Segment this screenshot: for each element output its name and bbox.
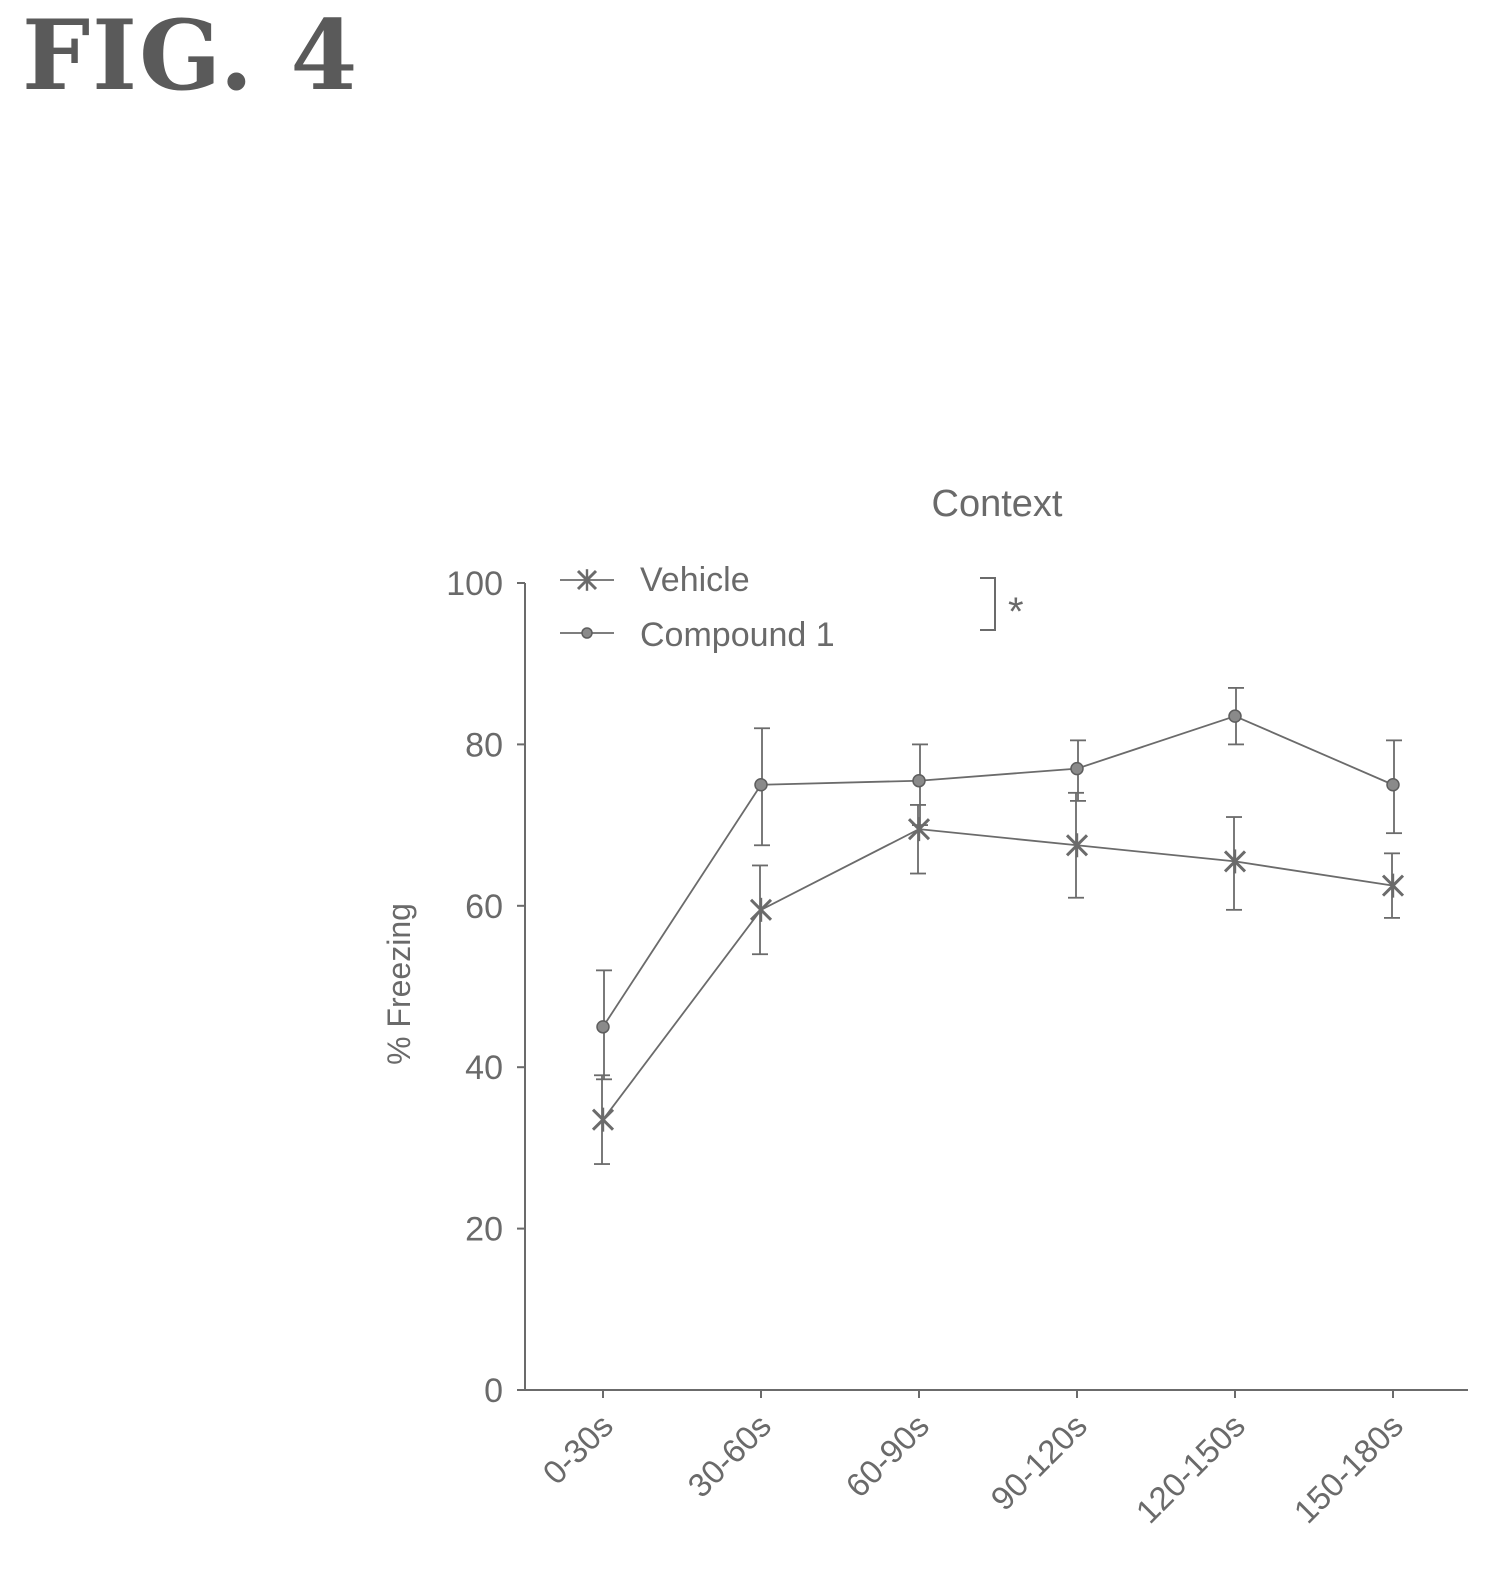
data-point: [754, 778, 768, 792]
legend-star-icon: [576, 569, 598, 591]
series-layer: [591, 687, 1405, 1165]
x-ticks: 0-30s 30-60s 60-90s 90-120s 120-150s 150-180s: [535, 1390, 1410, 1530]
y-tick-label: 20: [465, 1211, 503, 1249]
data-point: [596, 1020, 610, 1034]
data-point: [1228, 709, 1242, 723]
x-tick-label: 60-90s: [838, 1407, 936, 1505]
legend-label-vehicle: Vehicle: [640, 561, 750, 599]
data-point: [1070, 761, 1084, 776]
legend-marker-vehicle: [576, 569, 598, 591]
data-point: [1065, 833, 1089, 858]
y-tick-label: 60: [465, 888, 503, 926]
x-tick-label: 30-60s: [680, 1407, 778, 1505]
y-ticks: 0 20 40 60 80 100: [446, 565, 525, 1410]
y-tick-label: 80: [465, 726, 503, 764]
data-point: [912, 773, 926, 788]
y-tick-label: 100: [446, 565, 503, 603]
y-axis-label: % Freezing: [381, 903, 417, 1065]
y-tick-label: 0: [484, 1372, 503, 1410]
legend-marker-compound-1: [581, 627, 593, 639]
significance-bracket: [980, 577, 996, 631]
series-line-compound-1: [602, 715, 1394, 1028]
data-point: [1386, 778, 1400, 792]
figure-label: FIG. 4: [22, 0, 360, 112]
series-vehicle: [591, 791, 1405, 1165]
y-tick-label: 40: [465, 1049, 503, 1087]
series-compound-1: [596, 687, 1402, 1081]
legend-item-vehicle: Vehicle: [560, 561, 750, 599]
series-line-vehicle: [602, 828, 1394, 1121]
legend: Vehicle Compound 1: [560, 561, 835, 654]
data-point: [1381, 873, 1405, 898]
chart-title: Context: [932, 483, 1063, 525]
x-tick-label: 90-120s: [983, 1407, 1093, 1517]
data-point: [1223, 849, 1247, 874]
x-tick-label: 150-180s: [1286, 1407, 1409, 1530]
legend-circle-icon: [581, 627, 593, 639]
data-point: [749, 897, 773, 922]
data-point: [591, 1107, 615, 1132]
significance-star: *: [1008, 590, 1024, 634]
legend-label-compound-1: Compound 1: [640, 616, 835, 654]
legend-item-compound-1: Compound 1: [560, 616, 835, 654]
x-tick-label: 0-30s: [535, 1407, 620, 1492]
data-point: [907, 817, 931, 842]
x-tick-label: 120-150s: [1128, 1407, 1251, 1530]
